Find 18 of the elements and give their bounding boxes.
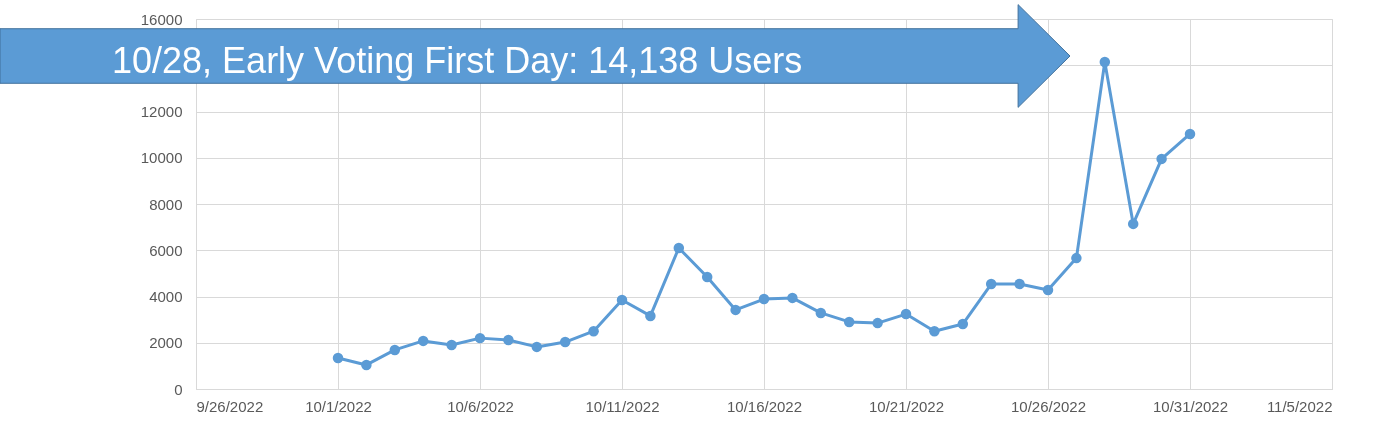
y-tick-label: 2000 — [149, 334, 183, 352]
y-tick-label: 8000 — [149, 195, 183, 213]
y-tick-label: 16000 — [140, 10, 183, 28]
y-tick-label: 12000 — [140, 103, 183, 120]
y-tick-label: 6000 — [149, 241, 183, 259]
y-tick-label: 4000 — [149, 288, 183, 305]
annotation: 10/28, Early Voting First Day: 14,138 Users — [112, 40, 803, 81]
y-tick-label: 10000 — [140, 149, 183, 167]
x-tick-label: 10/1/2022 — [305, 397, 372, 415]
x-tick-label: 10/16/2022 — [726, 397, 803, 415]
x-tick-label: 10/6/2022 — [447, 397, 514, 415]
x-tick-label: 10/26/2022 — [1010, 397, 1087, 415]
x-tick-label: 10/21/2022 — [868, 397, 945, 415]
y-tick-label: 0 — [174, 380, 183, 398]
x-tick-label: 10/31/2022 — [1152, 397, 1229, 415]
x-tick-label: 9/26/2022 — [196, 397, 264, 415]
x-tick-label: 10/11/2022 — [585, 397, 660, 415]
x-tick-label: 11/5/2022 — [1266, 397, 1333, 415]
